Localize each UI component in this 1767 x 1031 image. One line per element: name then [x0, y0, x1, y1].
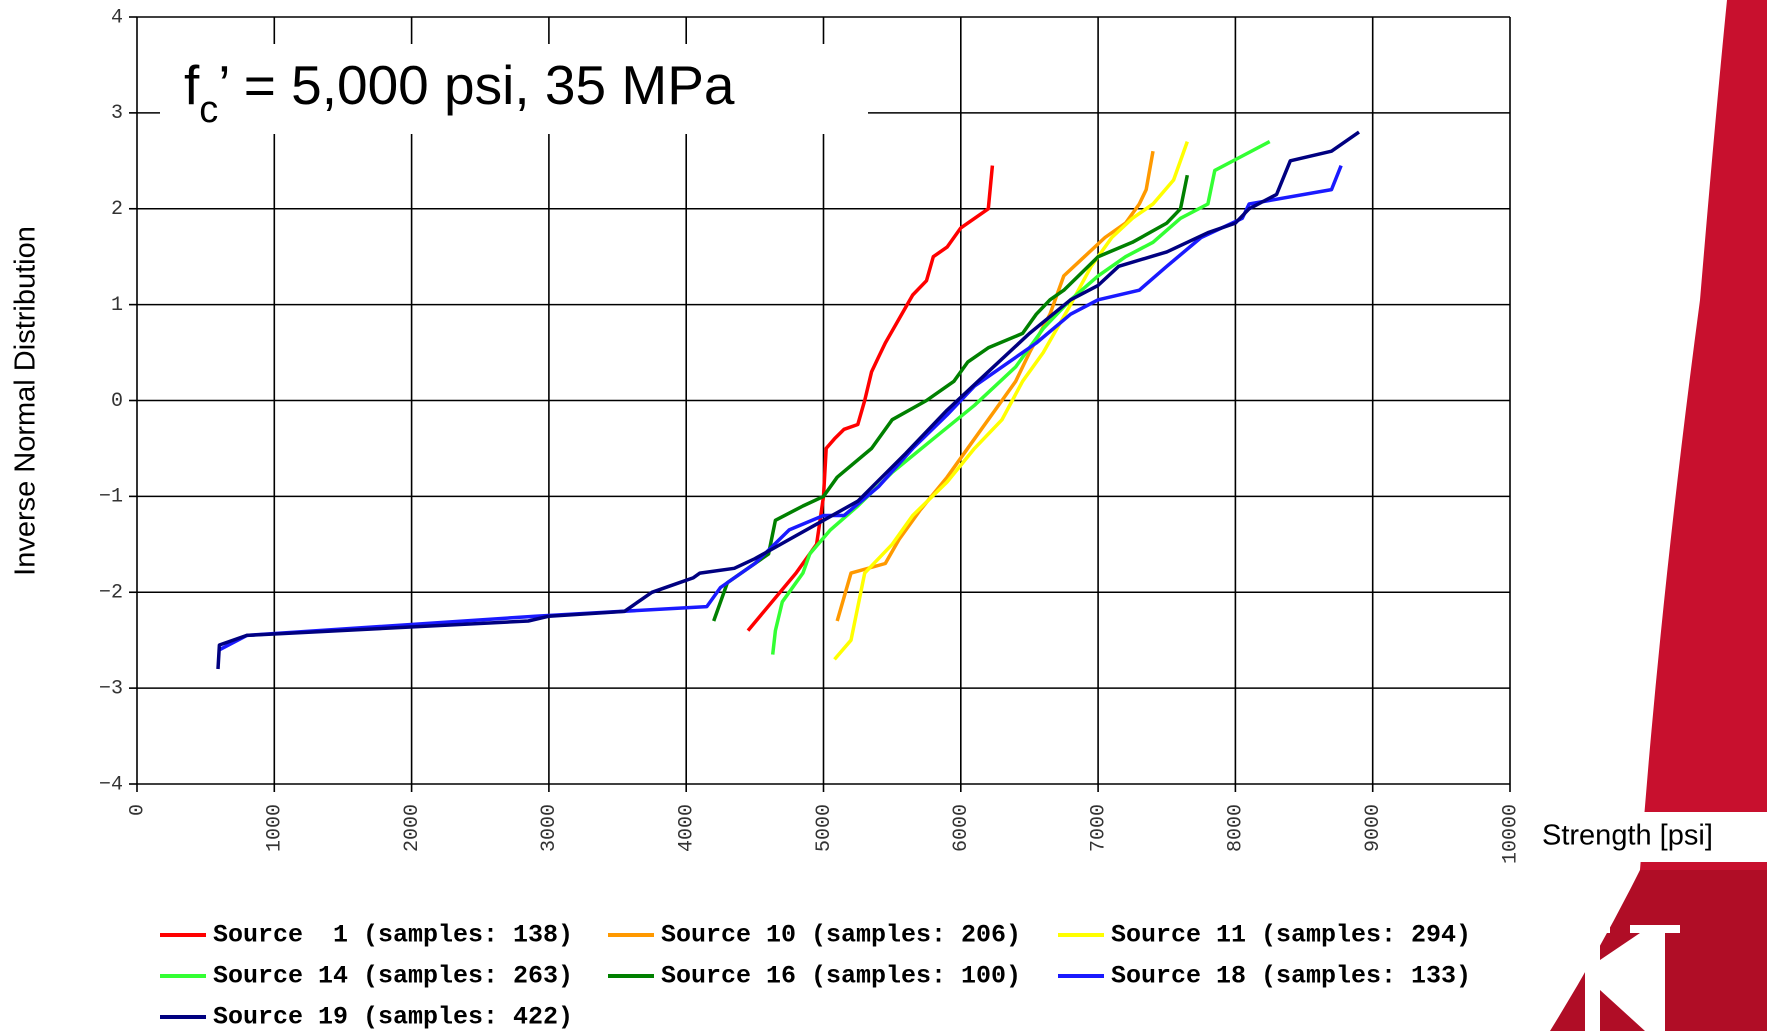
slide: Inverse Normal Distribution Strength [ps… [0, 0, 1767, 1031]
title-main: f [184, 54, 200, 116]
legend-label: Source 14 (samples: 263) [213, 962, 573, 991]
title-rest: ’ = 5,000 psi, 35 MPa [218, 54, 735, 116]
x-tick-label: 9000 [1362, 804, 1385, 852]
grid: −4 −3 −2 −1 0 1 2 3 4 0 1000 2000 3000 4000 5000 6000 70… [99, 6, 1522, 864]
x-axis-label: Strength [psi] [1542, 820, 1713, 852]
y-tick-label: −3 [99, 677, 123, 700]
y-tick-label: −2 [99, 582, 123, 605]
x-tick-label: 8000 [1225, 804, 1248, 852]
y-tick-label: −4 [99, 773, 123, 796]
y-tick-label: 4 [111, 6, 123, 29]
y-tick-label: −1 [99, 486, 123, 509]
y-tick-label: 1 [111, 294, 123, 317]
legend-label: Source 1 (samples: 138) [213, 921, 573, 950]
legend-label: Source 10 (samples: 206) [661, 921, 1021, 950]
x-tick-label: 0 [126, 804, 149, 816]
x-tick-label: 10000 [1499, 804, 1522, 864]
x-tick-label: 4000 [675, 804, 698, 852]
legend-label: Source 16 (samples: 100) [661, 962, 1021, 991]
legend-label: Source 18 (samples: 133) [1111, 962, 1471, 991]
y-tick-label: 0 [111, 390, 123, 413]
y-axis-label: Inverse Normal Distribution [10, 226, 42, 576]
series-line [773, 142, 1270, 655]
x-tick-label: 3000 [538, 804, 561, 852]
y-tick-label: 2 [111, 198, 123, 221]
x-tick-label: 6000 [950, 804, 973, 852]
legend-label: Source 19 (samples: 422) [213, 1003, 573, 1031]
series-line [748, 166, 992, 631]
x-tick-label: 5000 [813, 804, 836, 852]
x-tick-label: 2000 [401, 804, 424, 852]
legend-label: Source 11 (samples: 294) [1111, 921, 1471, 950]
series-line [219, 166, 1341, 650]
title-sub: c [199, 89, 218, 131]
banner [1640, 0, 1767, 870]
x-tick-label: 7000 [1087, 804, 1110, 852]
y-tick-label: 3 [111, 102, 123, 125]
x-tick-label: 1000 [264, 804, 287, 852]
legend: Source 1 (samples: 138) Source 10 (sample… [160, 921, 1471, 1031]
